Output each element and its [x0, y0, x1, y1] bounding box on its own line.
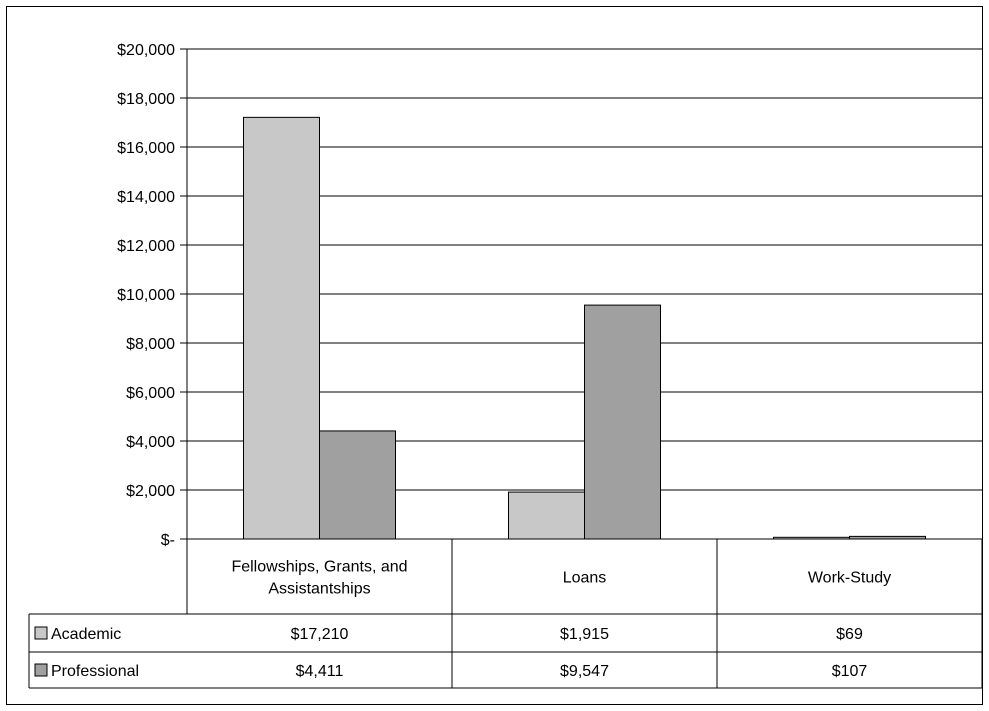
data-table: Fellowships, Grants, and Assistantships Lo… — [28, 539, 983, 689]
axes: $- $2,000 $4,000 $6,000 $8,000 $10,000 $12,000… — [117, 42, 982, 614]
bar-professional-0 — [319, 430, 396, 540]
data-label-professional: $4,411 — [296, 663, 344, 680]
y-tick-label: $8,000 — [126, 336, 175, 353]
x-category-label: Work-Study — [808, 570, 891, 587]
bar-academic-0 — [243, 116, 320, 540]
y-tick-label: $4,000 — [126, 434, 175, 451]
legend-key-academic — [34, 626, 48, 640]
x-category-label: Assistantships — [268, 581, 370, 598]
data-label-professional: $9,547 — [560, 663, 609, 680]
legend-label-professional: Professional — [51, 663, 139, 680]
x-category-label: Loans — [563, 570, 607, 587]
legend-label-academic: Academic — [51, 626, 121, 643]
bar-chart: $- $2,000 $4,000 $6,000 $8,000 $10,000 $12,000… — [28, 42, 983, 689]
y-tick-label: $18,000 — [117, 91, 175, 108]
legend-key-professional — [34, 663, 48, 677]
y-tick-label: $- — [161, 532, 175, 549]
data-label-academic: $69 — [836, 626, 863, 643]
data-label-professional: $107 — [832, 663, 868, 680]
bar-academic-1 — [508, 491, 585, 540]
y-tick-label: $2,000 — [126, 483, 175, 500]
y-tick-label: $14,000 — [117, 189, 175, 206]
y-tick-label: $20,000 — [117, 42, 175, 59]
bars — [243, 116, 926, 540]
data-label-academic: $17,210 — [291, 626, 349, 643]
y-tick-label: $12,000 — [117, 238, 175, 255]
x-category-label: Fellowships, Grants, and — [231, 559, 407, 576]
bar-professional-1 — [584, 304, 661, 540]
data-label-academic: $1,915 — [560, 626, 609, 643]
chart-frame: $- $2,000 $4,000 $6,000 $8,000 $10,000 $12,000… — [6, 6, 983, 705]
y-tick-label: $10,000 — [117, 287, 175, 304]
y-tick-label: $6,000 — [126, 385, 175, 402]
y-tick-label: $16,000 — [117, 140, 175, 157]
